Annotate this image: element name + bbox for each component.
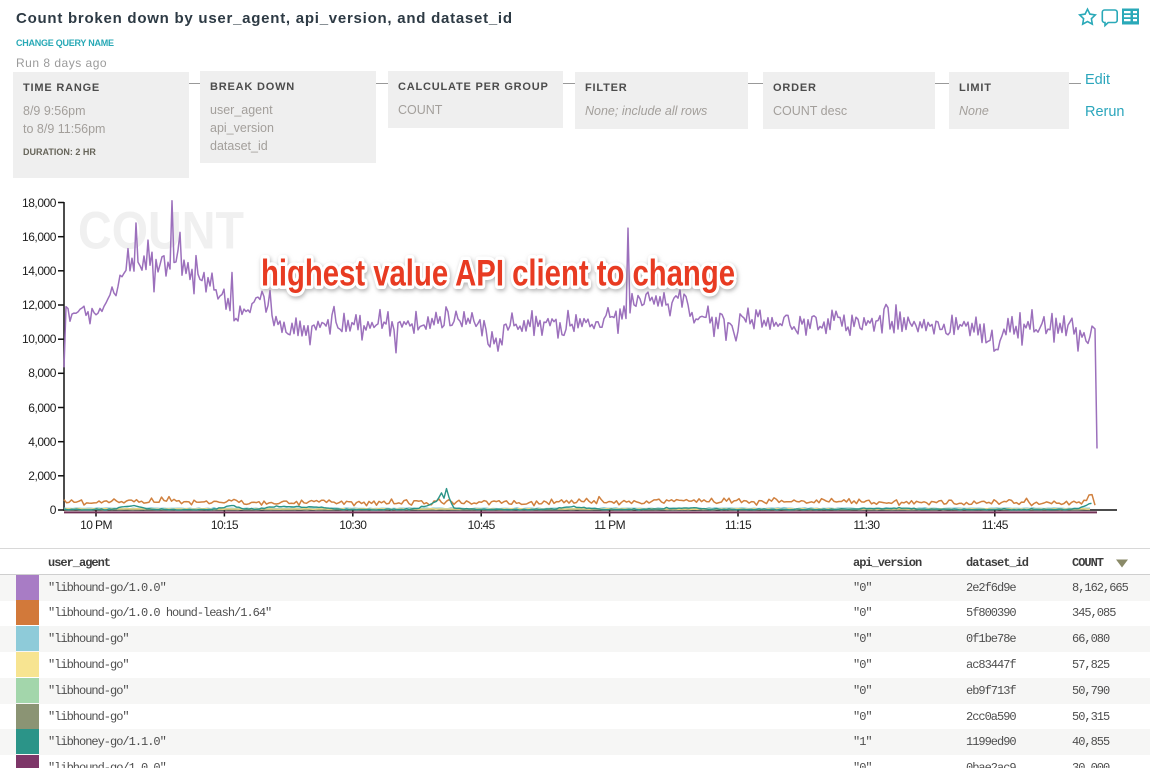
svg-text:highest value API client to ch: highest value API client to change <box>261 253 735 294</box>
svg-text:COUNT: COUNT <box>78 202 244 261</box>
